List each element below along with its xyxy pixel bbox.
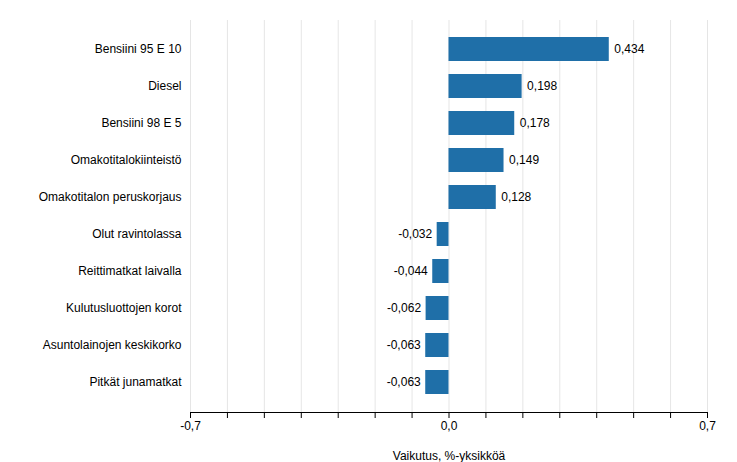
svg-text:0,434: 0,434	[614, 42, 644, 56]
svg-text:0,0: 0,0	[441, 419, 458, 433]
svg-text:0,128: 0,128	[501, 190, 531, 204]
svg-text:-0,044: -0,044	[394, 264, 428, 278]
svg-text:-0,7: -0,7	[180, 419, 201, 433]
svg-text:Olut ravintolassa: Olut ravintolassa	[92, 227, 182, 241]
svg-text:Pitkät junamatkat: Pitkät junamatkat	[89, 375, 182, 389]
svg-text:0,198: 0,198	[527, 79, 557, 93]
svg-text:-0,032: -0,032	[398, 227, 432, 241]
svg-text:Diesel: Diesel	[148, 79, 181, 93]
svg-text:Asuntolainojen keskikorko: Asuntolainojen keskikorko	[43, 338, 182, 352]
svg-text:0,7: 0,7	[699, 419, 716, 433]
svg-text:-0,062: -0,062	[387, 301, 421, 315]
svg-text:Omakotitalon peruskorjaus: Omakotitalon peruskorjaus	[39, 190, 182, 204]
svg-text:-0,063: -0,063	[387, 375, 421, 389]
svg-text:Reittimatkat laivalla: Reittimatkat laivalla	[78, 264, 182, 278]
svg-text:-0,063: -0,063	[387, 338, 421, 352]
svg-text:Bensiini 95 E 10: Bensiini 95 E 10	[95, 42, 182, 56]
svg-text:0,178: 0,178	[520, 116, 550, 130]
svg-text:Omakotitalokiinteistö: Omakotitalokiinteistö	[71, 153, 182, 167]
svg-text:Bensiini 98 E 5: Bensiini 98 E 5	[101, 116, 181, 130]
svg-text:Vaikutus, %-yksikköä: Vaikutus, %-yksikköä	[393, 449, 506, 462]
svg-text:Kulutusluottojen korot: Kulutusluottojen korot	[66, 301, 182, 315]
svg-text:0,149: 0,149	[509, 153, 539, 167]
